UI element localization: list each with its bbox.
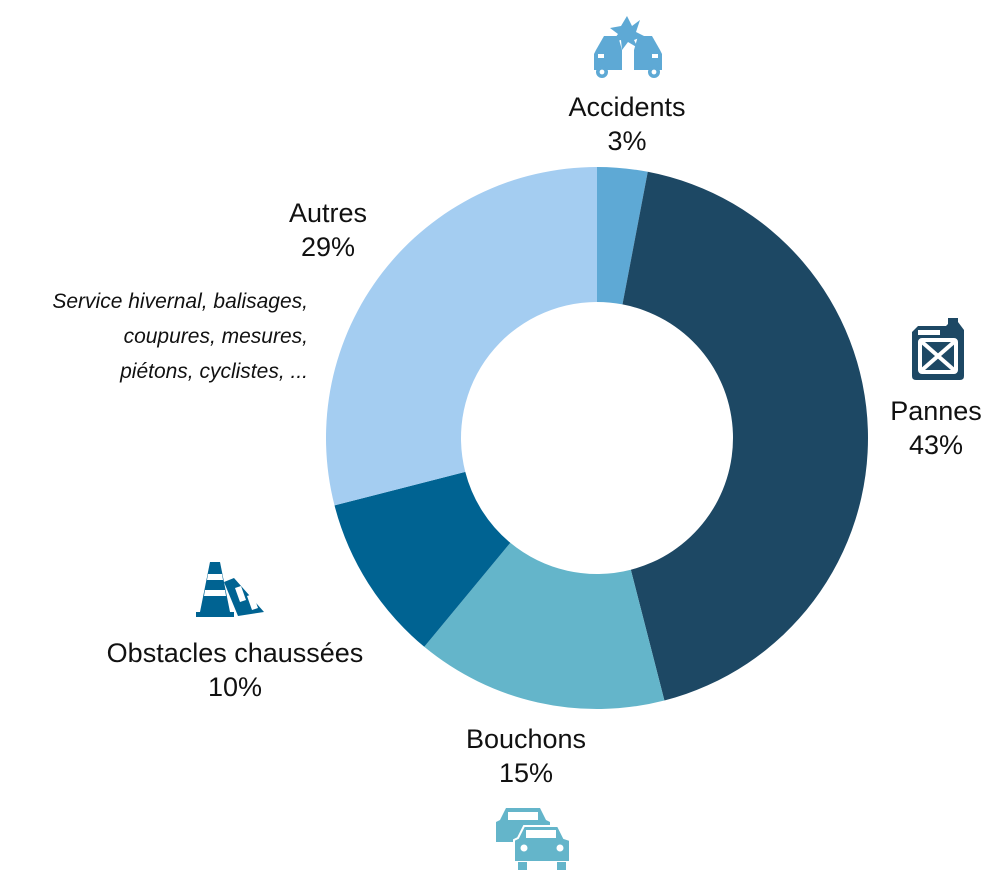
traffic-jam-icon xyxy=(496,808,571,870)
slice-obstacles-chaussées xyxy=(334,471,511,647)
slice-pannes xyxy=(622,171,868,701)
fuel-canister-icon xyxy=(912,318,964,380)
label-obstacles: Obstacles chaussées 10% xyxy=(106,638,364,702)
slice-accidents xyxy=(597,167,648,305)
slice-autres xyxy=(326,167,597,506)
slice-bouchons xyxy=(424,542,665,709)
label-pannes: Pannes 43% xyxy=(890,396,982,460)
label-autres: Autres 29% xyxy=(288,198,368,262)
label-accidents: Accidents 3% xyxy=(568,92,686,156)
traffic-cone-icon xyxy=(196,562,264,617)
donut-slices xyxy=(326,167,868,709)
car-crash-icon xyxy=(594,16,662,78)
autres-annotation: Service hivernal, balisages, coupures, m… xyxy=(52,290,308,383)
label-bouchons: Bouchons 15% xyxy=(465,724,587,788)
